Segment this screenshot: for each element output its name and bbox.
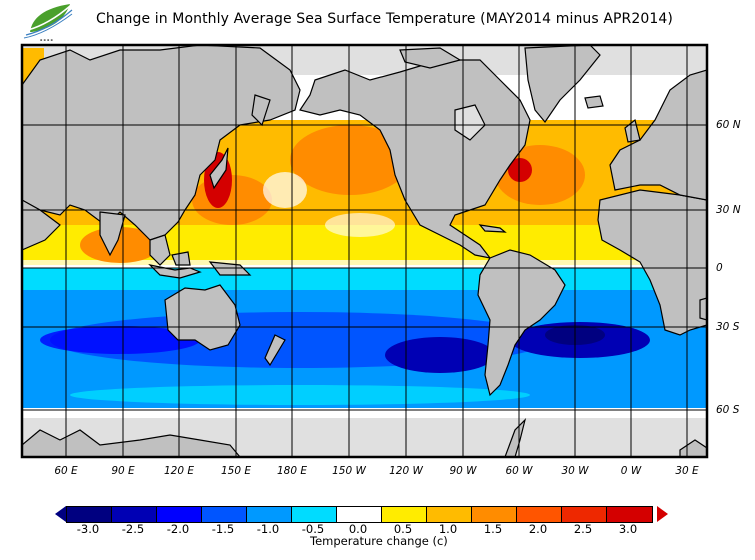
warm-patch-west-pacific <box>192 175 272 225</box>
lat-label: 0 <box>716 262 723 274</box>
africa-land <box>22 199 61 251</box>
map-body <box>22 45 707 457</box>
borneo-land <box>171 251 191 266</box>
lat-label: 30 S <box>716 321 740 333</box>
colorbar-tick-label: -2.5 <box>121 522 145 536</box>
colorbar-tick-label: 0.0 <box>348 522 368 536</box>
colorbar-segment <box>427 507 472 522</box>
eurasia-land <box>22 45 301 241</box>
new-zealand-land <box>264 334 286 367</box>
iceland-land <box>584 95 604 109</box>
colorbar-tick-label: 0.5 <box>393 522 413 536</box>
colorbar-segment <box>202 507 247 522</box>
hot-patch-gulf-stream <box>508 158 532 182</box>
cool-patch-subantarctic <box>70 385 530 405</box>
lon-label: 150 W <box>332 465 366 477</box>
lon-label: 150 E <box>220 465 252 477</box>
colorbar-segment <box>562 507 607 522</box>
neutral-patch <box>325 213 395 237</box>
colorbar-segment <box>517 507 562 522</box>
graticule <box>22 45 707 457</box>
lat-label: 60 N <box>716 119 741 131</box>
japan-land <box>209 147 229 190</box>
colorbar-over-arrow <box>657 506 668 522</box>
lon-label: 30 E <box>675 465 699 477</box>
colorbar-under-arrow <box>55 506 66 522</box>
colorbar-tick-label: 3.0 <box>618 522 638 536</box>
colorbar-segment <box>112 507 157 522</box>
lat-label: 30 N <box>716 204 741 216</box>
arctic-islands-land <box>399 47 462 69</box>
colorbar-tick-label: -0.5 <box>301 522 325 536</box>
cuba-land <box>478 224 507 233</box>
madagascar-land <box>699 297 707 321</box>
colorbar-tick-label: -1.0 <box>256 522 280 536</box>
lat-label: 60 S <box>716 404 740 416</box>
lon-label: 90 W <box>449 465 477 477</box>
colorbar-title: Temperature change (c) <box>310 534 448 548</box>
colorbar-tick-label: -3.0 <box>76 522 100 536</box>
indochina-land <box>149 234 171 266</box>
lon-label: 60 W <box>505 465 533 477</box>
colorbar-segment <box>292 507 337 522</box>
colorbar-segment <box>67 507 112 522</box>
australia-land <box>164 284 241 351</box>
colorbar-segment <box>382 507 427 522</box>
lon-label: 120 E <box>163 465 195 477</box>
colorbar-segment <box>472 507 517 522</box>
lon-label: 120 W <box>389 465 423 477</box>
colorbar-segment <box>607 507 652 522</box>
antarctic-peninsula-land <box>504 418 527 457</box>
lon-label: 0 W <box>620 465 642 477</box>
lon-label: 180 E <box>276 465 308 477</box>
cold-patch-south-pacific <box>385 337 495 373</box>
cool-patch-indian <box>40 326 200 354</box>
antarctica-land <box>22 429 241 457</box>
lon-label: 30 W <box>561 465 589 477</box>
india-land <box>99 211 126 257</box>
colorbar-tick-label: -1.5 <box>211 522 235 536</box>
neutral-patch <box>263 172 307 208</box>
colorbar-segment <box>157 507 202 522</box>
map-title: Change in Monthly Average Sea Surface Te… <box>96 11 673 27</box>
colorbar <box>66 506 653 523</box>
lon-label: 60 E <box>54 465 78 477</box>
lon-label: 90 E <box>111 465 135 477</box>
map-frame <box>20 43 709 459</box>
ice-edge <box>22 408 707 418</box>
land <box>22 45 707 457</box>
colorbar-segment <box>337 507 382 522</box>
colorbar-tick-label: 2.0 <box>528 522 548 536</box>
ocean-slight-cool-band <box>22 268 707 290</box>
greenland-land <box>524 45 601 123</box>
leaf-logo-icon: ▪ ▪ ▪ ▪ <box>23 4 73 42</box>
svg-text:▪ ▪ ▪ ▪: ▪ ▪ ▪ ▪ <box>40 38 53 42</box>
colorbar-tick-label: 1.0 <box>438 522 458 536</box>
colorbar-tick-label: 1.5 <box>483 522 503 536</box>
colorbar-tick-label: -2.0 <box>166 522 190 536</box>
warm-patch-north-pacific <box>290 125 410 195</box>
colorbar-tick-label: 2.5 <box>573 522 593 536</box>
colorbar-segment <box>247 507 292 522</box>
